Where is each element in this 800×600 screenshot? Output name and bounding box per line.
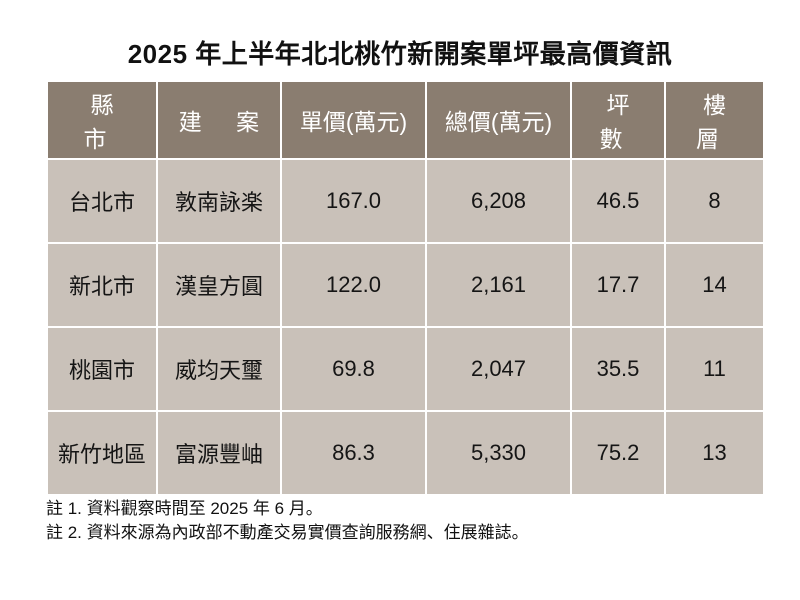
cell-city: 新竹地區 bbox=[48, 412, 156, 494]
cell-total-price: 6,208 bbox=[427, 160, 570, 242]
cell-project: 富源豐岫 bbox=[158, 412, 280, 494]
table-body: 台北市 敦南詠楽 167.0 6,208 46.5 8 新北市 漢皇方圓 122… bbox=[48, 160, 763, 494]
cell-city: 桃園市 bbox=[48, 328, 156, 410]
cell-city: 新北市 bbox=[48, 244, 156, 326]
cell-ping: 17.7 bbox=[572, 244, 664, 326]
column-header-floor: 樓 層 bbox=[666, 82, 763, 158]
footnote-2: 註 2. 資料來源為內政部不動產交易實價查詢服務網、住展雜誌。 bbox=[46, 523, 529, 542]
footnotes: 註 1. 資料觀察時間至 2025 年 6 月。 註 2. 資料來源為內政部不動… bbox=[46, 497, 766, 545]
table-row: 新北市 漢皇方圓 122.0 2,161 17.7 14 bbox=[48, 244, 763, 326]
cell-unit-price: 122.0 bbox=[282, 244, 425, 326]
page-title: 2025 年上半年北北桃竹新開案單坪最高價資訊 bbox=[127, 39, 673, 69]
price-table-container: 縣 市 建 案 單價(萬元) 總價(萬元) 坪 數 樓 層 台北市 敦南詠楽 1… bbox=[46, 80, 763, 496]
cell-ping: 46.5 bbox=[572, 160, 664, 242]
table-header-row: 縣 市 建 案 單價(萬元) 總價(萬元) 坪 數 樓 層 bbox=[48, 82, 763, 158]
cell-project: 敦南詠楽 bbox=[158, 160, 280, 242]
column-header-ping: 坪 數 bbox=[572, 82, 664, 158]
cell-total-price: 2,161 bbox=[427, 244, 570, 326]
cell-ping: 75.2 bbox=[572, 412, 664, 494]
cell-unit-price: 86.3 bbox=[282, 412, 425, 494]
cell-unit-price: 167.0 bbox=[282, 160, 425, 242]
cell-project: 威均天璽 bbox=[158, 328, 280, 410]
cell-unit-price: 69.8 bbox=[282, 328, 425, 410]
cell-ping: 35.5 bbox=[572, 328, 664, 410]
column-header-project: 建 案 bbox=[158, 82, 280, 158]
column-header-total-price: 總價(萬元) bbox=[427, 82, 570, 158]
cell-project: 漢皇方圓 bbox=[158, 244, 280, 326]
cell-total-price: 5,330 bbox=[427, 412, 570, 494]
cell-city: 台北市 bbox=[48, 160, 156, 242]
cell-floor: 8 bbox=[666, 160, 763, 242]
cell-floor: 14 bbox=[666, 244, 763, 326]
price-table: 縣 市 建 案 單價(萬元) 總價(萬元) 坪 數 樓 層 台北市 敦南詠楽 1… bbox=[46, 80, 765, 496]
cell-floor: 13 bbox=[666, 412, 763, 494]
table-row: 台北市 敦南詠楽 167.0 6,208 46.5 8 bbox=[48, 160, 763, 242]
cell-floor: 11 bbox=[666, 328, 763, 410]
footnote-1: 註 1. 資料觀察時間至 2025 年 6 月。 bbox=[46, 499, 323, 518]
table-header: 縣 市 建 案 單價(萬元) 總價(萬元) 坪 數 樓 層 bbox=[48, 82, 763, 158]
table-row: 新竹地區 富源豐岫 86.3 5,330 75.2 13 bbox=[48, 412, 763, 494]
column-header-city: 縣 市 bbox=[48, 82, 156, 158]
column-header-unit-price: 單價(萬元) bbox=[282, 82, 425, 158]
table-row: 桃園市 威均天璽 69.8 2,047 35.5 11 bbox=[48, 328, 763, 410]
cell-total-price: 2,047 bbox=[427, 328, 570, 410]
